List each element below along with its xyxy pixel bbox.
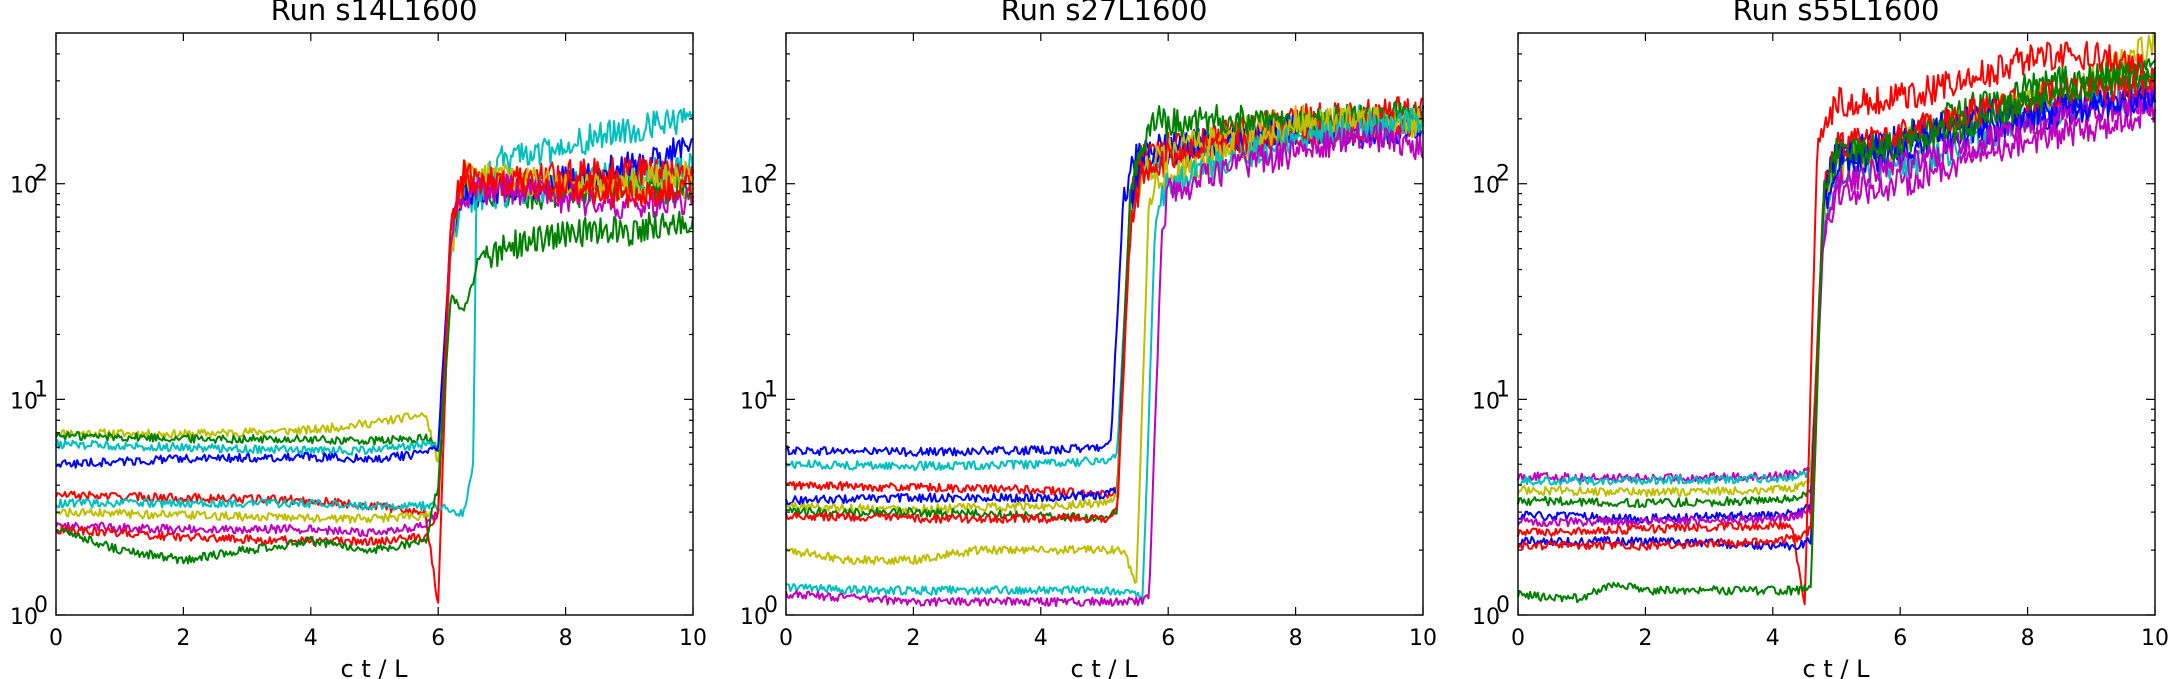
series-line xyxy=(55,107,694,518)
series-line xyxy=(785,107,1424,601)
x-tick-label: 4 xyxy=(1034,626,1048,651)
panel-2-series xyxy=(785,96,1424,608)
y-tick-exponent: 1 xyxy=(34,377,48,402)
series-line xyxy=(785,108,1424,524)
panel-1-series xyxy=(55,107,694,604)
x-tick-label: 4 xyxy=(1766,626,1780,651)
y-tick-label: 10 xyxy=(1472,389,1500,414)
x-tick-label: 2 xyxy=(1638,626,1652,651)
series-line xyxy=(1517,63,2156,604)
x-tick-label: 8 xyxy=(1289,626,1303,651)
series-line xyxy=(55,165,694,546)
panel-1-xlabel: c t / L xyxy=(341,655,409,679)
y-tick-label: 10 xyxy=(10,174,38,199)
x-tick-label: 8 xyxy=(559,626,573,651)
panel-2-title: Run s27L1600 xyxy=(1001,0,1208,27)
y-tick-exponent: 0 xyxy=(764,593,778,618)
series-line xyxy=(55,173,694,538)
x-tick-label: 0 xyxy=(779,626,793,651)
y-tick-label: 10 xyxy=(10,605,38,630)
y-tick-exponent: 0 xyxy=(34,593,48,618)
y-tick-exponent: 1 xyxy=(764,377,778,402)
x-tick-label: 6 xyxy=(1893,626,1907,651)
x-tick-label: 10 xyxy=(679,626,707,651)
panel-3-series xyxy=(1517,32,2156,606)
y-tick-exponent: 2 xyxy=(764,162,778,187)
series-line xyxy=(785,105,1424,458)
y-tick-label: 10 xyxy=(1472,174,1500,199)
series-line xyxy=(55,173,694,452)
series-line xyxy=(785,104,1424,472)
x-tick-label: 2 xyxy=(906,626,920,651)
series-line xyxy=(785,96,1424,499)
y-tick-label: 10 xyxy=(740,389,768,414)
series-line xyxy=(55,210,694,565)
y-tick-label: 10 xyxy=(10,389,38,414)
x-tick-label: 10 xyxy=(1409,626,1437,651)
panel-1-title: Run s14L1600 xyxy=(271,0,478,27)
x-tick-label: 2 xyxy=(176,626,190,651)
series-line xyxy=(55,152,694,456)
x-tick-label: 8 xyxy=(2021,626,2035,651)
y-tick-label: 10 xyxy=(740,174,768,199)
panel-3-xlabel: c t / L xyxy=(1803,655,1871,679)
series-line xyxy=(55,160,694,524)
panel-3-frame xyxy=(1517,32,2156,616)
y-tick-label: 10 xyxy=(1472,605,1500,630)
x-tick-label: 10 xyxy=(2141,626,2169,651)
y-tick-exponent: 2 xyxy=(1496,162,1510,187)
panel-3-title: Run s55L1600 xyxy=(1733,0,1940,27)
x-tick-label: 0 xyxy=(49,626,63,651)
x-tick-label: 0 xyxy=(1511,626,1525,651)
series-line xyxy=(55,159,694,463)
series-line xyxy=(785,121,1424,608)
panel-2-frame xyxy=(785,32,1424,616)
panel-1-frame xyxy=(55,32,694,616)
panel-2-xlabel: c t / L xyxy=(1071,655,1139,679)
series-line xyxy=(1517,58,2156,509)
y-tick-exponent: 0 xyxy=(1496,593,1510,618)
series-line xyxy=(1517,40,2156,606)
y-tick-exponent: 2 xyxy=(34,162,48,187)
x-tick-label: 6 xyxy=(1161,626,1175,651)
series-line xyxy=(55,137,694,469)
y-tick-exponent: 1 xyxy=(1496,377,1510,402)
series-line xyxy=(785,100,1424,523)
x-tick-label: 6 xyxy=(431,626,445,651)
x-tick-label: 4 xyxy=(304,626,318,651)
y-tick-label: 10 xyxy=(740,605,768,630)
series-line xyxy=(55,156,694,604)
series-line xyxy=(785,104,1424,584)
